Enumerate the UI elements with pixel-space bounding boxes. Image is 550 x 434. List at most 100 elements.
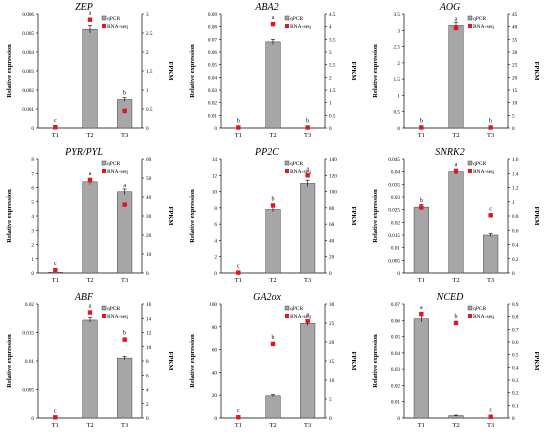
x-tick-label: T2 [269, 277, 276, 284]
chart-title: PYR/PYL [64, 147, 103, 158]
y2-tick-label: 0.8 [512, 214, 519, 220]
y2-tick-label: 120 [329, 173, 337, 179]
y2-tick-label: 0.2 [512, 391, 519, 397]
rnaseq-marker [87, 177, 93, 183]
y2-tick-label: 20 [146, 233, 152, 239]
y2-tick-label: 25 [329, 321, 335, 327]
y2-axis-label: FPKM [533, 206, 540, 225]
y2-tick-label: 4 [329, 25, 332, 31]
y-tick-label: 0.02 [391, 383, 400, 389]
y-tick-label: 0.035 [388, 182, 400, 188]
y-tick-label: 0.08 [208, 25, 217, 31]
y2-tick-label: 0 [146, 416, 149, 422]
x-tick-label: T3 [487, 132, 494, 139]
legend-qpcr-label: qPCR [290, 161, 303, 167]
y2-tick-label: 60 [329, 222, 335, 228]
legend-rnaseq-swatch [468, 24, 472, 28]
rnaseq-marker [122, 108, 127, 114]
significance-letter: a [89, 11, 92, 17]
y-tick-label: 2 [31, 243, 34, 249]
significance-letter: a [420, 305, 423, 311]
y-tick-label: 0 [214, 126, 217, 132]
y2-tick-label: 25 [512, 63, 518, 69]
qpcr-bar [483, 234, 499, 274]
y2-tick-label: 140 [329, 157, 337, 163]
legend-qpcr-label: qPCR [290, 306, 303, 312]
significance-letter: b [123, 91, 126, 97]
y2-tick-label: 14 [146, 316, 152, 322]
y2-tick-label: 20 [329, 255, 335, 261]
y-tick-label: 8 [31, 157, 34, 163]
y-tick-label: 6 [31, 186, 34, 192]
significance-letter: a [455, 16, 458, 22]
legend-rnaseq-swatch [102, 314, 106, 318]
significance-letter: b [272, 196, 275, 202]
qpcr-bar [82, 181, 98, 274]
x-tick-label: T3 [487, 422, 494, 429]
chart-title: NCED [436, 292, 464, 303]
y-axis-label: Relative expression [189, 44, 196, 98]
y2-tick-label: 0.6 [512, 228, 519, 234]
y-tick-label: 0.02 [208, 101, 217, 107]
x-tick-label: T1 [235, 132, 242, 139]
x-tick-label: T1 [235, 277, 242, 284]
y2-tick-label: 1 [512, 200, 515, 206]
legend-qpcr-swatch [284, 305, 290, 311]
y2-tick-label: 6 [146, 373, 149, 379]
y2-axis-label: FPKM [350, 61, 357, 80]
chart-svg: AOG 0 0.5 1 1.5 2 2.5 3 3.5 0 5 10 15 20 25 30 35 40 45 Rel… [372, 2, 540, 139]
qpcr-bar [300, 323, 316, 419]
rnaseq-marker [87, 17, 93, 22]
chart-title: ZEP [75, 2, 93, 13]
y-tick-label: 0 [31, 416, 34, 422]
y2-axis-label: FPKM [167, 61, 174, 80]
y2-tick-label: 0.7 [512, 327, 519, 333]
legend-qpcr-label: qPCR [473, 306, 486, 312]
y2-tick-label: 20 [512, 75, 518, 81]
x-tick-label: T2 [86, 277, 93, 284]
y-tick-label: 0.004 [22, 50, 34, 56]
y-tick-label: 0.006 [22, 12, 34, 18]
y2-tick-label: 1.4 [512, 171, 519, 177]
y2-tick-label: 50 [146, 176, 152, 182]
y2-tick-label: 15 [512, 88, 518, 94]
legend-qpcr-label: qPCR [107, 161, 120, 167]
qpcr-bar [448, 25, 464, 129]
y2-tick-label: 3.5 [329, 37, 336, 43]
significance-letter: b [489, 118, 492, 124]
y2-tick-label: 1 [146, 88, 149, 94]
y2-tick-label: 2 [146, 402, 149, 408]
qpcr-bar [413, 318, 429, 419]
y-tick-label: 0.03 [391, 195, 400, 201]
chart-svg: ZEP 0 0.001 0.002 0.003 0.004 0.005 0.006 0 0.5 1 1… [6, 2, 174, 139]
y-tick-label: 0 [31, 271, 34, 277]
legend-rnaseq-swatch [468, 169, 472, 173]
rnaseq-marker [122, 202, 127, 207]
significance-letter: c [489, 408, 492, 414]
x-tick-label: T3 [121, 277, 128, 284]
legend-rnaseq-label: RNA-seq [473, 169, 494, 175]
y2-tick-label: 0.6 [512, 340, 519, 346]
y-tick-label: 2 [214, 255, 217, 261]
y2-tick-label: 2 [146, 50, 149, 56]
y2-tick-label: 1.5 [146, 69, 153, 75]
y2-axis-label: FPKM [533, 351, 540, 370]
y2-tick-label: 10 [146, 345, 152, 351]
y-tick-label: 40 [212, 370, 218, 376]
x-tick-label: T2 [452, 132, 459, 139]
rnaseq-marker [270, 21, 276, 27]
qpcr-bar [265, 41, 281, 129]
significance-letter: a [306, 312, 309, 318]
y2-tick-label: 8 [146, 359, 149, 365]
x-tick-label: T1 [52, 132, 59, 139]
rnaseq-marker [419, 311, 424, 317]
y-tick-label: 1.5 [394, 77, 401, 83]
legend-rnaseq-label: RNA-seq [290, 24, 311, 30]
y-axis-label: Relative expression [372, 44, 379, 98]
x-tick-label: T2 [452, 422, 459, 429]
y2-tick-label: 35 [512, 37, 518, 43]
legend-rnaseq-swatch [468, 314, 472, 318]
y2-tick-label: 40 [512, 25, 518, 31]
y-tick-label: 6 [214, 222, 217, 228]
rnaseq-marker [53, 267, 58, 273]
